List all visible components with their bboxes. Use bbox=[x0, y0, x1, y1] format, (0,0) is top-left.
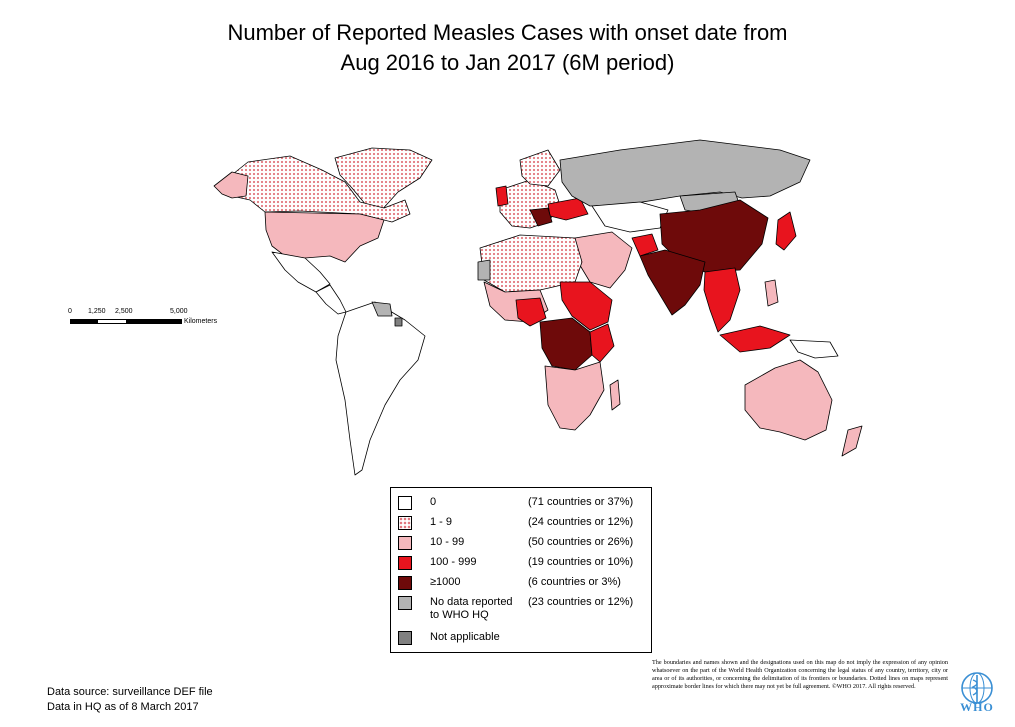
region-southeast-asia bbox=[703, 267, 741, 333]
region-venezuela bbox=[371, 301, 393, 317]
legend-swatch-no-data bbox=[398, 596, 412, 610]
legend-label: No data reported to WHO HQ bbox=[430, 596, 513, 622]
region-indonesia bbox=[719, 325, 791, 353]
region-usa bbox=[264, 211, 385, 263]
data-source: Data source: surveillance DEF file Data … bbox=[47, 685, 213, 715]
region-central-asia bbox=[591, 201, 669, 233]
legend-count: (6 countries or 3%) bbox=[528, 576, 621, 588]
legend-item-no-data: No data reported to WHO HQ (23 countries… bbox=[398, 594, 648, 624]
legend-label-line-2: to WHO HQ bbox=[430, 609, 489, 621]
scale-tick-5000: 5,000 bbox=[170, 308, 188, 315]
region-french-guiana bbox=[394, 317, 403, 327]
legend-item-1-9: 1 - 9 (24 countries or 12%) bbox=[398, 514, 648, 532]
scale-tick-2500: 2,500 bbox=[115, 308, 133, 315]
legend-item-zero: 0 (71 countries or 37%) bbox=[398, 494, 648, 512]
legend-count: (19 countries or 10%) bbox=[528, 556, 634, 568]
region-east-africa bbox=[589, 323, 615, 363]
legend-item-100-999: 100 - 999 (19 countries or 10%) bbox=[398, 554, 648, 572]
region-nigeria bbox=[515, 297, 547, 327]
region-uk bbox=[495, 185, 509, 207]
region-japan bbox=[775, 211, 797, 251]
legend-label-line-1: No data reported bbox=[430, 596, 513, 608]
legend-count: (24 countries or 12%) bbox=[528, 516, 634, 528]
legend-label: Not applicable bbox=[430, 631, 500, 643]
legend-item-not-applicable: Not applicable bbox=[398, 629, 648, 647]
region-west-sahara bbox=[477, 259, 491, 281]
region-south-america bbox=[335, 301, 426, 476]
scale-bar: 0 1,250 2,500 5,000 Kilometers bbox=[68, 308, 217, 332]
legend-swatch-1-9 bbox=[398, 516, 412, 530]
region-scandinavia bbox=[519, 149, 561, 187]
legend: 0 (71 countries or 37%) 1 - 9 (24 countr… bbox=[390, 487, 652, 653]
legend-swatch-zero bbox=[398, 496, 412, 510]
who-logo-icon bbox=[961, 672, 993, 704]
region-italy-romania bbox=[529, 207, 553, 227]
region-greenland bbox=[334, 147, 433, 213]
disclaimer: The boundaries and names shown and the d… bbox=[652, 659, 948, 690]
legend-label: 1 - 9 bbox=[430, 516, 453, 528]
legend-swatch-1000-plus bbox=[398, 576, 412, 590]
region-philippines bbox=[764, 279, 779, 307]
scale-tick-1250: 1,250 bbox=[88, 308, 106, 315]
scale-bar-graphic bbox=[70, 319, 182, 324]
region-southern-africa bbox=[544, 361, 605, 431]
region-new-zealand bbox=[841, 425, 863, 457]
region-canada bbox=[227, 155, 411, 223]
legend-label: ≥1000 bbox=[430, 576, 461, 588]
map-title: Number of Reported Measles Cases with on… bbox=[0, 18, 1015, 78]
map-title-line-2: Aug 2016 to Jan 2017 (6M period) bbox=[340, 50, 675, 75]
region-afghanistan bbox=[631, 233, 659, 257]
region-middle-east bbox=[574, 231, 633, 289]
region-central-america bbox=[315, 284, 347, 315]
legend-count: (23 countries or 12%) bbox=[528, 596, 634, 608]
map-title-line-1: Number of Reported Measles Cases with on… bbox=[227, 20, 788, 45]
legend-item-1000-plus: ≥1000 (6 countries or 3%) bbox=[398, 574, 648, 592]
region-central-africa bbox=[539, 317, 593, 371]
legend-swatch-not-applicable bbox=[398, 631, 412, 645]
region-india bbox=[639, 249, 706, 316]
region-madagascar bbox=[609, 379, 621, 411]
region-australia bbox=[744, 359, 833, 441]
legend-label: 10 - 99 bbox=[430, 536, 465, 548]
region-alaska bbox=[213, 171, 249, 199]
legend-swatch-10-99 bbox=[398, 536, 412, 550]
legend-label: 0 bbox=[430, 496, 437, 508]
data-source-line-1: Data source: surveillance DEF file bbox=[47, 686, 213, 698]
legend-item-10-99: 10 - 99 (50 countries or 26%) bbox=[398, 534, 648, 552]
legend-swatch-100-999 bbox=[398, 556, 412, 570]
region-mexico bbox=[271, 251, 331, 293]
legend-count: (71 countries or 37%) bbox=[528, 496, 634, 508]
region-sudan-ethiopia bbox=[559, 281, 613, 331]
scale-unit: Kilometers bbox=[184, 318, 218, 325]
legend-count: (50 countries or 26%) bbox=[528, 536, 634, 548]
region-russia bbox=[559, 139, 811, 207]
legend-label: 100 - 999 bbox=[430, 556, 477, 568]
scale-tick-0: 0 bbox=[68, 308, 72, 315]
region-new-guinea bbox=[789, 339, 839, 359]
who-logo-text: WHO bbox=[960, 700, 994, 714]
data-source-line-2: Data in HQ as of 8 March 2017 bbox=[47, 701, 199, 713]
